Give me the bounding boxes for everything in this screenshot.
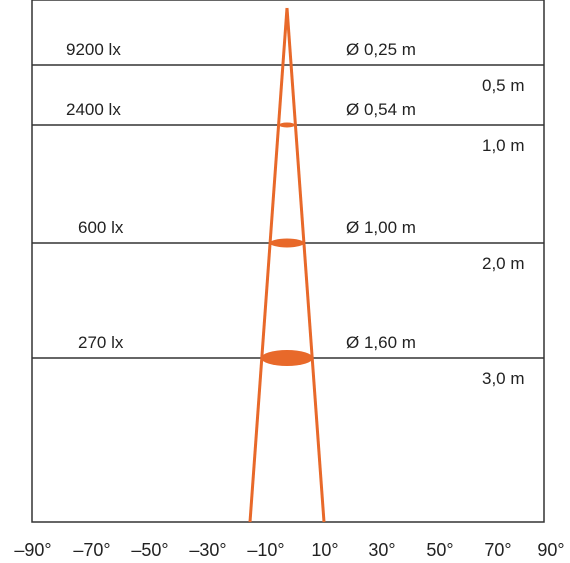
angle-tick-label: –10° [247, 540, 284, 560]
spot-ellipse-2-0m [270, 238, 304, 248]
angle-tick-label: 90° [537, 540, 564, 560]
angle-tick-label: 70° [484, 540, 511, 560]
angle-tick-label: –90° [14, 540, 51, 560]
lux-label-0-5m: 9200 lx [66, 40, 121, 59]
beam-edge-right [285, 7, 326, 523]
angle-tick-label: –30° [189, 540, 226, 560]
diameter-label-0-5m: Ø 0,25 m [346, 40, 416, 59]
angle-tick-label: –50° [131, 540, 168, 560]
lux-label-3-0m: 270 lx [78, 333, 124, 352]
spot-ellipse-3-0m [261, 350, 313, 366]
lux-label-1-0m: 2400 lx [66, 100, 121, 119]
diameter-label-2-0m: Ø 1,00 m [346, 218, 416, 237]
diagram-frame [31, 0, 545, 523]
distance-label-2-0m: 2,0 m [482, 254, 525, 273]
angle-tick-label: 50° [426, 540, 453, 560]
spot-ellipse-1-0m [279, 122, 295, 128]
lux-label-2-0m: 600 lx [78, 218, 124, 237]
diameter-label-1-0m: Ø 0,54 m [346, 100, 416, 119]
distance-label-3-0m: 3,0 m [482, 369, 525, 388]
beam-edge-left [248, 7, 289, 523]
diameter-label-3-0m: Ø 1,60 m [346, 333, 416, 352]
distance-label-1-0m: 1,0 m [482, 136, 525, 155]
angle-tick-label: 30° [368, 540, 395, 560]
angle-tick-label: –70° [73, 540, 110, 560]
distance-label-0-5m: 0,5 m [482, 76, 525, 95]
angle-tick-label: 10° [311, 540, 338, 560]
